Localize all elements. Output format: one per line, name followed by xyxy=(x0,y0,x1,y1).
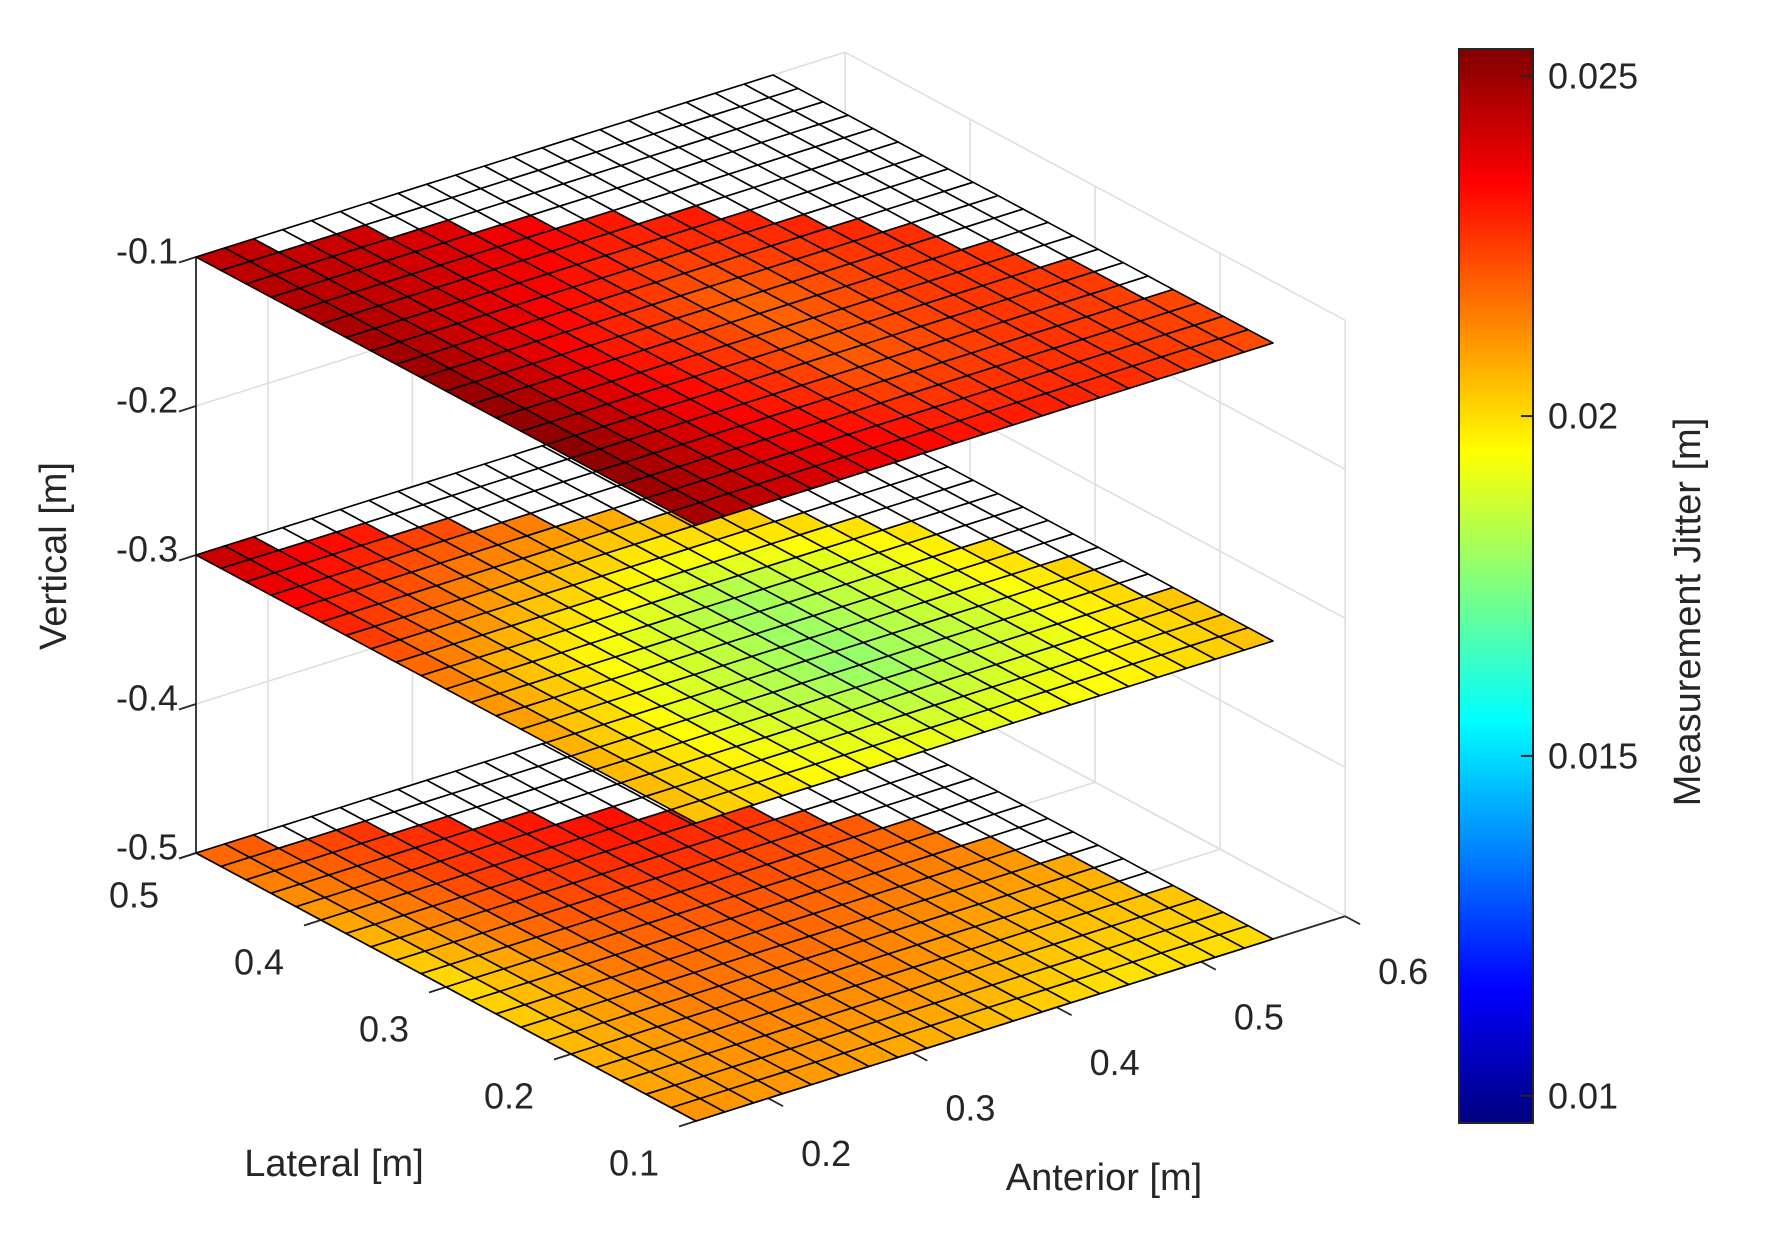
lateral-tick-mark xyxy=(428,986,447,994)
anterior-tick-label: 0.5 xyxy=(1234,996,1284,1037)
vertical-tick-mark xyxy=(178,554,197,562)
vertical-tick-label: -0.2 xyxy=(116,380,178,421)
anterior-tick-mark xyxy=(1056,1006,1073,1017)
z-axis-label: Vertical [m] xyxy=(33,462,75,650)
vertical-tick-label: -0.3 xyxy=(116,529,178,570)
vertical-tick-mark xyxy=(178,405,197,413)
anterior-tick-label: 0.2 xyxy=(801,1133,851,1174)
surface-slices xyxy=(195,74,1274,1122)
gridline-side-wall-vertical xyxy=(844,51,1346,321)
colorbar-tick-label: 0.01 xyxy=(1548,1075,1618,1116)
lateral-tick-mark xyxy=(303,919,322,927)
anterior-tick-mark xyxy=(1344,915,1361,926)
lateral-axis-label: Lateral [m] xyxy=(244,1143,424,1185)
colorbar-gradient xyxy=(1458,48,1534,1124)
lateral-tick-label: 0.4 xyxy=(234,942,284,983)
lateral-tick-mark xyxy=(678,1120,697,1128)
anterior-tick-label: 0.4 xyxy=(1090,1042,1140,1083)
surface-cell-empty xyxy=(743,74,799,99)
tick-labels: 0.1 0.2 0.3 0.4 0.5 0.2 0.3 0.4 0.5 0.6 -0.1 -0.2 -0… xyxy=(109,231,1428,1184)
vertical-tick-mark xyxy=(178,703,197,711)
colorbar-label: Measurement Jitter [m] xyxy=(1667,418,1709,807)
slice-z-0.1 xyxy=(195,74,1274,526)
lateral-tick-label: 0.2 xyxy=(484,1076,534,1117)
lateral-tick-label: 0.1 xyxy=(609,1143,659,1184)
vertical-tick-mark xyxy=(178,852,197,860)
colorbar-tick-label: 0.015 xyxy=(1548,735,1638,776)
colorbar: 0.01 0.015 0.02 0.025 xyxy=(1458,48,1638,1124)
vertical-tick-mark xyxy=(178,256,197,264)
anterior-axis-label: Anterior [m] xyxy=(1006,1157,1202,1199)
colorbar-ticks: 0.01 0.015 0.02 0.025 xyxy=(1521,56,1638,1116)
anterior-tick-mark xyxy=(1200,960,1217,971)
vertical-tick-label: -0.4 xyxy=(116,678,178,719)
vertical-tick-label: -0.5 xyxy=(116,827,178,868)
anterior-tick-mark xyxy=(767,1097,784,1108)
lateral-tick-mark xyxy=(553,1053,572,1061)
vertical-tick-label: -0.1 xyxy=(116,231,178,272)
slice-z-0.5 xyxy=(195,670,1274,1122)
lateral-tick-label: 0.5 xyxy=(109,875,159,916)
anterior-tick-mark xyxy=(911,1051,928,1062)
colorbar-tick-label: 0.02 xyxy=(1548,396,1618,437)
anterior-tick-label: 0.6 xyxy=(1378,951,1428,992)
lateral-tick-label: 0.3 xyxy=(359,1009,409,1050)
anterior-tick-label: 0.3 xyxy=(945,1087,995,1128)
colorbar-tick-label: 0.025 xyxy=(1548,56,1638,97)
